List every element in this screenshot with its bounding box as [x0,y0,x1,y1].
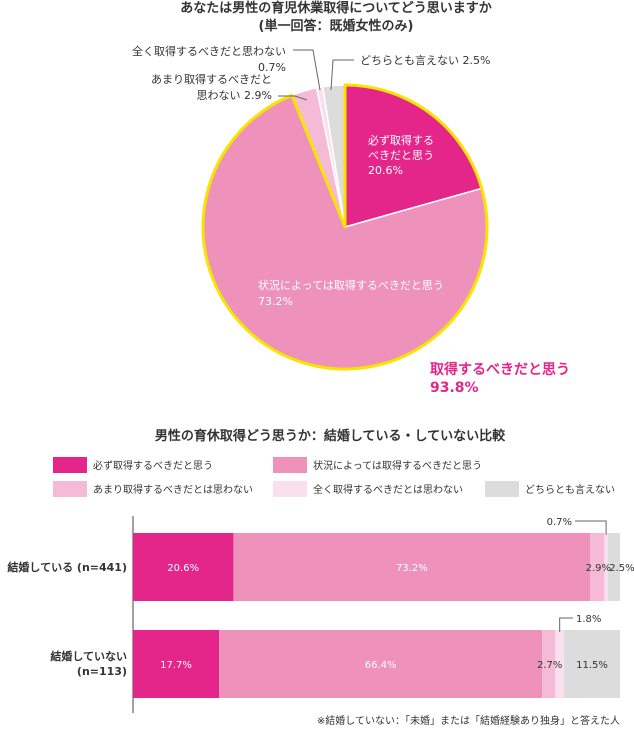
pie-label-not-really: あまり取得するべきだと [151,73,272,86]
bar-value-not-really: 2.7% [537,660,562,671]
category-label: 結婚している (n=441) [7,560,127,574]
pie-label-must: べきだと思う [368,149,434,162]
bar-segment-depends [233,533,591,601]
bar-title: 男性の育休取得どう思うか：結婚している・していない比較 [155,428,506,444]
legend: 必ず取得するべきだと思う 状況によっては取得するべきだと思うあまり取得するべきだと… [53,457,615,497]
bar-value-not-at-all: 1.8% [576,614,601,625]
category-label: 結婚していない [50,649,127,663]
legend-label-not_at_all: 全く取得するべきだとは思わない [313,483,463,496]
leader-line-not-at-all [293,49,321,91]
footnote: ※結婚していない：「未婚」または「結婚経験あり独身」と答えた人 [317,714,620,727]
legend-swatch-not_at_all [273,481,307,497]
pie-label-not-at-all: 全く取得するべきだと思わない [132,44,286,58]
legend-swatch-depends [273,457,307,473]
pie-labels: 必ず取得するべきだと思う 20.6% 状況によっては取得するべきだと思う 73.2% 全… [132,44,490,308]
bar-value-not-really: 2.9% [586,563,611,574]
bar-value-not-at-all: 0.7% [547,517,572,528]
highlight-outline [201,83,489,371]
pie-subtitle: (単一回答：既婚女性のみ) [259,18,414,34]
bar-segment-not_really [590,533,605,601]
pie-value-depends: 73.2% [258,295,293,308]
bar-segment-neither [564,630,620,698]
bar-value-neither: 2.5% [609,563,634,574]
bar-value-neither: 11.5% [576,660,608,671]
pie-slices [201,83,489,371]
pie-title: あなたは男性の育児休業取得についてどう思いますか [180,0,492,16]
highlight-label: 取得するべきだと思う [430,361,570,378]
bar-value-depends: 66.4% [365,660,397,671]
leader-line-not-really [278,95,308,101]
bar-value-must: 17.7% [160,660,192,671]
leader-line-not-at-all [575,520,607,535]
highlight-value: 93.8% [430,380,479,396]
pie-value-must: 20.6% [368,164,403,177]
bar-segment-not_at_all [604,533,608,601]
bar-value-depends: 73.2% [396,563,428,574]
legend-label-neither: どちらとも言えない [525,483,615,496]
bar-segment-must [133,630,220,698]
legend-label-must: 必ず取得するべきだと思う [93,459,213,472]
bar-segment-neither [607,533,620,601]
pie-label-not-at-all: 0.7% [258,61,286,74]
bar-segment-must [133,533,234,601]
legend-swatch-must [53,457,87,473]
leader-line-not-at-all [559,617,573,632]
pie-label-depends: 状況によっては取得するべきだと思う [258,278,444,292]
bar-value-must: 20.6% [167,563,199,574]
pie-label-neither: どちらとも言えない 2.5% [360,54,490,67]
bar-segment-not_at_all [555,630,565,698]
legend-swatch-not_really [53,481,87,497]
leader-line-neither [330,59,354,91]
legend-label-not_really: あまり取得するべきだとは思わない [93,484,253,496]
bar-segment-not_really [542,630,556,698]
legend-label-depends: 状況によっては取得するべきだと思う [313,459,482,472]
pie-label-not-really: 思わない 2.9% [197,89,272,102]
category-label: (n=113) [77,665,127,678]
bar-segment-depends [219,630,543,698]
pie-label-must: 必ず取得する [368,134,434,147]
stacked-bars: 結婚している (n=441) 20.6% 73.2% 2.9%2.5% 0.7% 結婚して… [7,516,634,713]
legend-swatch-neither [485,481,519,497]
